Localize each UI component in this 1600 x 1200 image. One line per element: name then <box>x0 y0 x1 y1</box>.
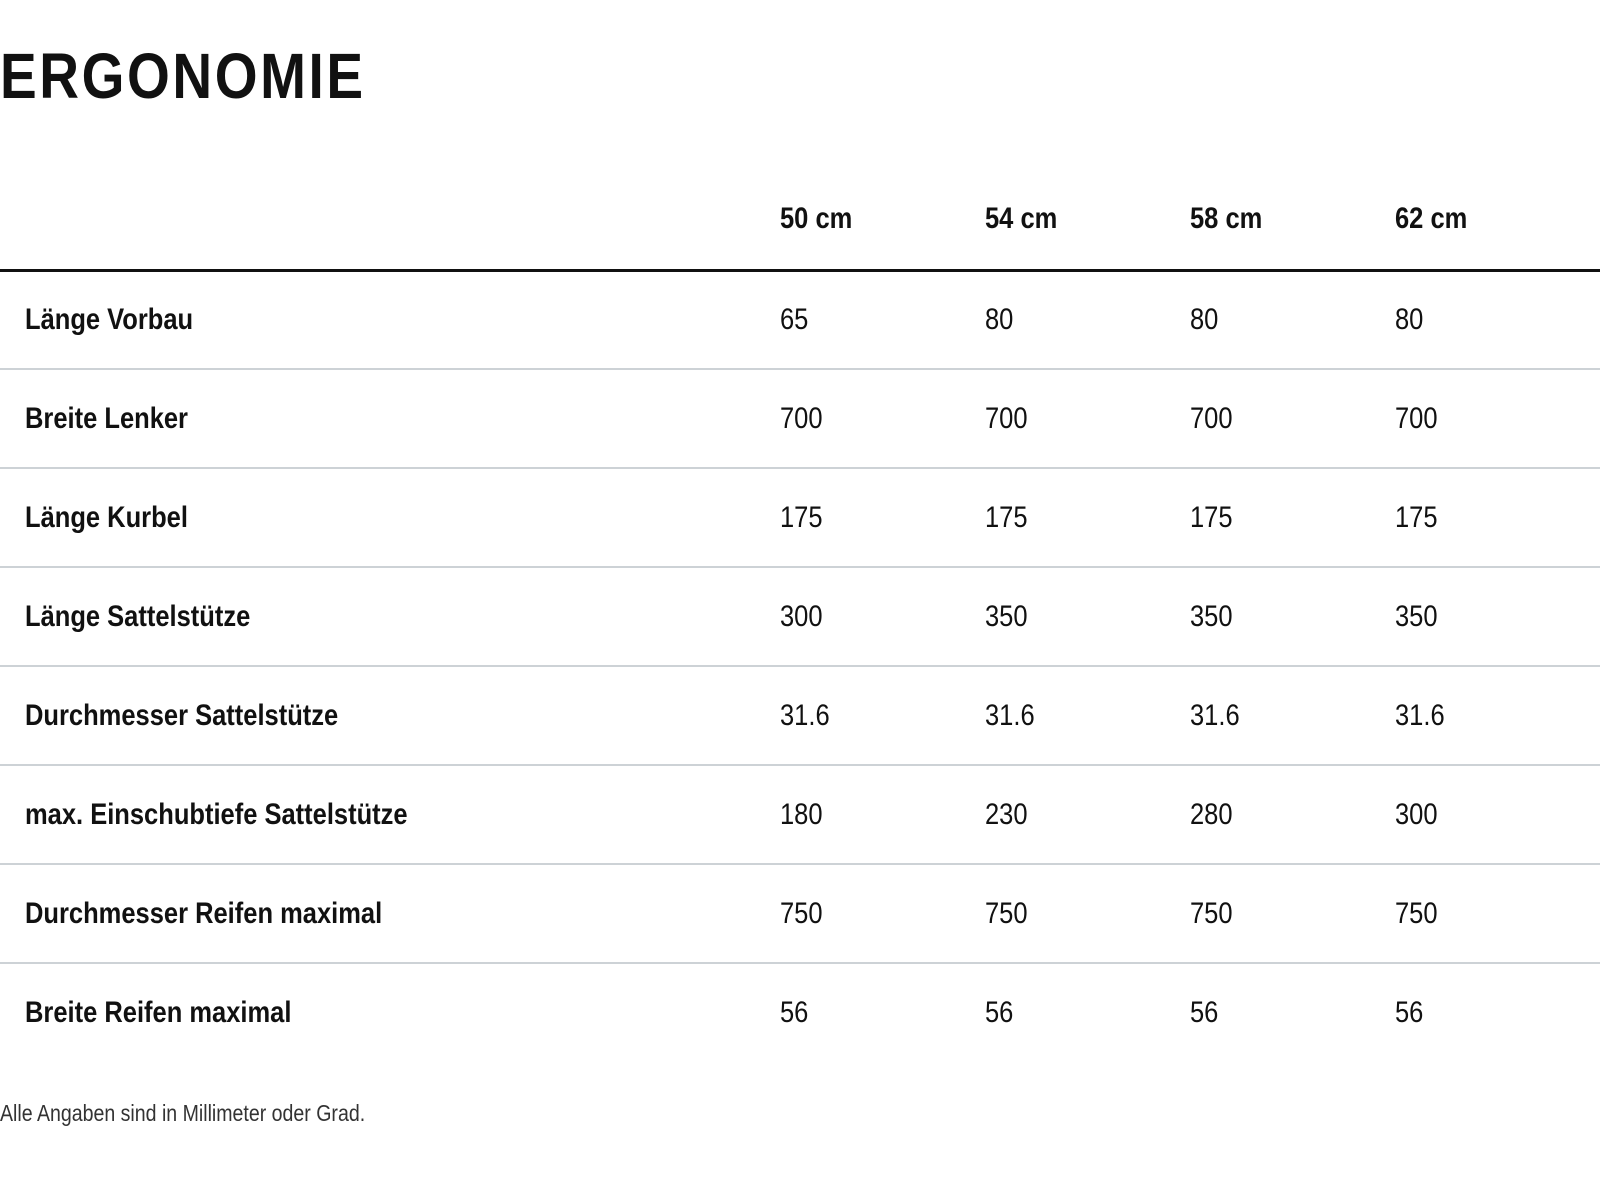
cell-value: 700 <box>1395 401 1438 435</box>
row-label: Länge Vorbau <box>25 302 194 336</box>
table-row: Breite Reifen maximal 56 56 56 56 <box>0 963 1600 1062</box>
header-empty <box>0 180 780 270</box>
cell-value: 750 <box>985 896 1028 930</box>
column-header-50cm: 50 cm <box>780 202 853 236</box>
row-label: Durchmesser Reifen maximal <box>25 896 383 930</box>
cell-value: 280 <box>1190 797 1233 831</box>
cell-value: 300 <box>780 599 823 633</box>
cell-value: 700 <box>1190 401 1233 435</box>
cell-value: 56 <box>985 996 1014 1029</box>
table-row: Länge Kurbel 175 175 175 175 <box>0 468 1600 567</box>
cell-value: 175 <box>985 500 1028 534</box>
table-row: Durchmesser Sattelstütze 31.6 31.6 31.6 31.6 <box>0 666 1600 765</box>
cell-value: 700 <box>985 401 1028 435</box>
row-label: max. Einschubtiefe Sattelstütze <box>25 797 408 831</box>
row-label: Breite Reifen maximal <box>25 996 292 1029</box>
table-row: max. Einschubtiefe Sattelstütze 180 230 280… <box>0 765 1600 864</box>
column-header-62cm: 62 cm <box>1395 202 1468 236</box>
cell-value: 175 <box>1190 500 1233 534</box>
cell-value: 56 <box>1190 996 1219 1029</box>
cell-value: 65 <box>780 302 809 336</box>
cell-value: 180 <box>780 797 823 831</box>
cell-value: 750 <box>1395 896 1438 930</box>
row-label: Breite Lenker <box>25 401 188 435</box>
cell-value: 31.6 <box>985 698 1035 732</box>
footnote: Alle Angaben sind in Millimeter oder Gra… <box>0 1100 366 1126</box>
row-label: Länge Kurbel <box>25 500 188 534</box>
cell-value: 350 <box>1190 599 1233 633</box>
table-row: Breite Lenker 700 700 700 700 <box>0 369 1600 468</box>
cell-value: 175 <box>780 500 823 534</box>
cell-value: 750 <box>1190 896 1233 930</box>
table-header-row: 50 cm 54 cm 58 cm 62 cm <box>0 180 1600 270</box>
column-header-54cm: 54 cm <box>985 202 1058 236</box>
column-header-58cm: 58 cm <box>1190 202 1263 236</box>
table-row: Länge Sattelstütze 300 350 350 350 <box>0 567 1600 666</box>
cell-value: 80 <box>985 302 1014 336</box>
cell-value: 300 <box>1395 797 1438 831</box>
cell-value: 31.6 <box>1395 698 1445 732</box>
cell-value: 350 <box>1395 599 1438 633</box>
cell-value: 230 <box>985 797 1028 831</box>
cell-value: 80 <box>1395 302 1424 336</box>
row-label: Länge Sattelstütze <box>25 599 251 633</box>
cell-value: 350 <box>985 599 1028 633</box>
cell-value: 31.6 <box>1190 698 1240 732</box>
table-row: Durchmesser Reifen maximal 750 750 750 750 <box>0 864 1600 963</box>
cell-value: 700 <box>780 401 823 435</box>
page-title: ERGONOMIE <box>0 40 366 112</box>
cell-value: 56 <box>1395 996 1424 1029</box>
cell-value: 80 <box>1190 302 1219 336</box>
row-label: Durchmesser Sattelstütze <box>25 698 339 732</box>
cell-value: 56 <box>780 996 809 1029</box>
table-row: Länge Vorbau 65 80 80 80 <box>0 270 1600 369</box>
ergonomics-table: 50 cm 54 cm 58 cm 62 cm Länge Vorbau 65 80… <box>0 180 1600 1062</box>
cell-value: 750 <box>780 896 823 930</box>
cell-value: 175 <box>1395 500 1438 534</box>
cell-value: 31.6 <box>780 698 830 732</box>
